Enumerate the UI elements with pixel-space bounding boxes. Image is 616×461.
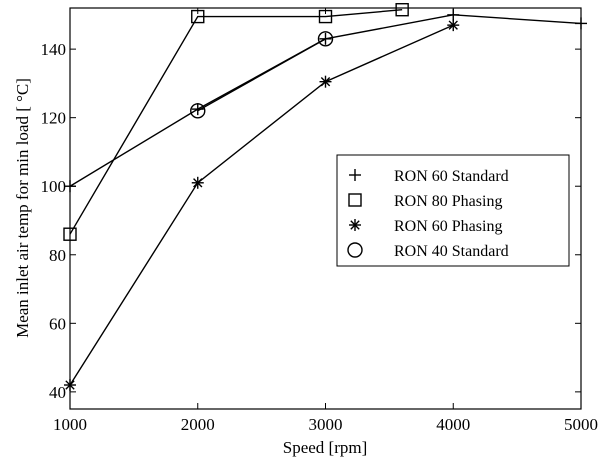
legend-marker-asterisk bbox=[349, 219, 361, 231]
circle-marker bbox=[347, 242, 363, 258]
x-axis: 1000 2000 3000 4000 5000 bbox=[53, 8, 598, 434]
square-marker bbox=[395, 3, 409, 17]
legend-label: RON 40 Standard bbox=[394, 243, 509, 260]
series-line bbox=[69, 24, 454, 386]
series-layer bbox=[63, 3, 587, 392]
asterisk-stroke bbox=[320, 76, 331, 87]
data-point bbox=[317, 31, 334, 47]
legend-label: RON 60 Standard bbox=[394, 168, 509, 185]
data-point bbox=[191, 176, 204, 189]
y-axis-label: Mean inlet air temp for min load [ °C] bbox=[13, 78, 32, 338]
data-point bbox=[319, 75, 332, 88]
asterisk-stroke bbox=[350, 220, 360, 230]
legend: RON 60 Standard RON 80 Phasing RON 60 Phas… bbox=[336, 154, 570, 267]
series-square bbox=[63, 3, 409, 241]
legend-marker-square bbox=[348, 193, 362, 207]
y-tick-label: 40 bbox=[49, 383, 66, 402]
data-point bbox=[395, 3, 409, 17]
x-tick-label: 5000 bbox=[564, 415, 598, 434]
y-tick-label: 100 bbox=[41, 177, 67, 196]
circle-marker bbox=[190, 103, 206, 119]
y-tick-label: 140 bbox=[41, 40, 67, 59]
legend-box bbox=[336, 154, 570, 267]
x-tick-label: 2000 bbox=[181, 415, 215, 434]
asterisk-stroke bbox=[193, 178, 203, 188]
asterisk-stroke bbox=[448, 20, 458, 30]
data-point bbox=[190, 103, 206, 119]
data-point bbox=[63, 227, 77, 241]
square-marker bbox=[63, 227, 77, 241]
y-tick-label: 80 bbox=[49, 246, 66, 265]
x-tick-label: 3000 bbox=[309, 415, 343, 434]
x-axis-label: Speed [rpm] bbox=[283, 438, 368, 457]
x-tick-label: 4000 bbox=[436, 415, 470, 434]
y-axis: 40 60 80 100 120 140 bbox=[41, 40, 581, 402]
y-tick-label: 60 bbox=[49, 314, 66, 333]
legend-label: RON 80 Phasing bbox=[394, 193, 502, 210]
data-point bbox=[64, 379, 76, 392]
square-marker bbox=[348, 193, 362, 207]
series-line bbox=[69, 9, 403, 235]
circle-marker bbox=[317, 31, 334, 47]
legend-marker-circle bbox=[347, 242, 363, 258]
series-circle bbox=[190, 31, 334, 119]
legend-marker-plus bbox=[349, 169, 361, 181]
series-line bbox=[197, 38, 326, 112]
x-tick-label: 1000 bbox=[53, 415, 87, 434]
data-point bbox=[447, 19, 460, 32]
asterisk-stroke bbox=[65, 380, 75, 390]
series-asterisk bbox=[64, 19, 460, 392]
data-point bbox=[575, 17, 587, 30]
y-tick-label: 120 bbox=[41, 109, 67, 128]
legend-label: RON 60 Phasing bbox=[394, 218, 502, 235]
